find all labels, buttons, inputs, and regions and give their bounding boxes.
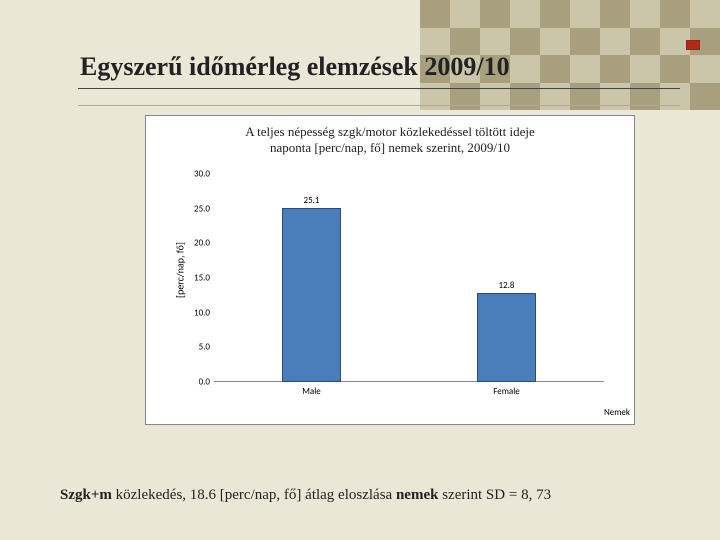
x-tick: Male [302,386,321,397]
y-tick: 0.0 [199,377,210,388]
rule-top [78,88,680,89]
chart-title-line2: naponta [perc/nap, fő] nemek szerint, 20… [270,140,510,155]
y-tick: 10.0 [194,307,210,318]
caption-p1: Szgk+m [60,487,116,503]
y-tick: 15.0 [194,273,210,284]
y-tick: 20.0 [194,238,210,249]
y-axis-label: [perc/nap, fő] [173,242,186,298]
x-axis-line [214,381,604,382]
x-axis-label: Nemek [604,407,630,418]
caption-p4: nemek [396,487,442,503]
caption-p2: közlekedés, 18.6 [perc/nap, fő] [116,487,306,503]
plot-area: 0.05.010.015.020.025.030.025.1Male12.8Fe… [214,174,604,382]
bar-value-label: 25.1 [292,195,332,206]
y-tick: 30.0 [194,169,210,180]
chart-title: A teljes népesség szgk/motor közlekedéss… [146,116,634,161]
rule-under [78,105,680,106]
x-tick: Female [493,386,520,397]
chart-title-line1: A teljes népesség szgk/motor közlekedéss… [245,124,535,139]
y-tick: 25.0 [194,203,210,214]
caption-p3: átlag eloszlása [305,487,396,503]
bar-value-label: 12.8 [487,280,527,291]
bar-male [282,208,341,382]
chart-panel: A teljes népesség szgk/motor közlekedéss… [145,115,635,425]
bar-female [477,293,536,382]
page-title: Egyszerű időmérleg elemzések 2009/10 [80,52,510,82]
caption-p5: szerint SD = 8, 73 [442,487,551,503]
y-tick: 5.0 [199,342,210,353]
caption: Szgk+m közlekedés, 18.6 [perc/nap, fő] á… [60,487,551,504]
legend-swatch [686,40,700,50]
